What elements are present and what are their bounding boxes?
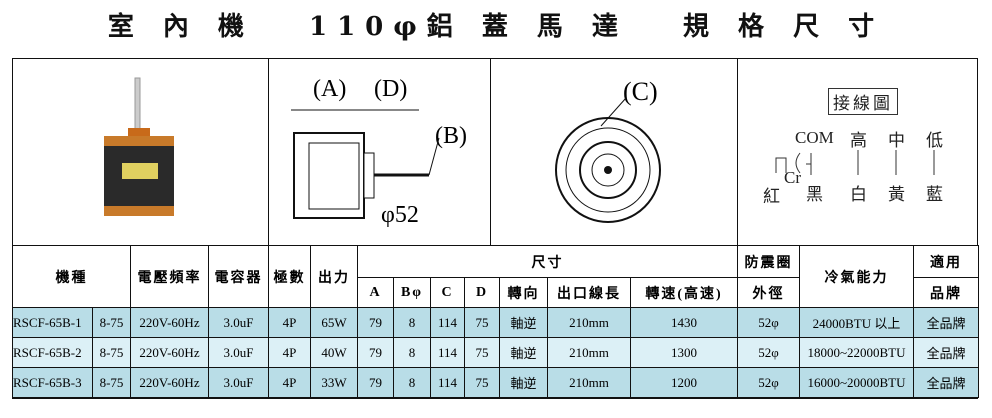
header-c: C [430,277,465,308]
header-brand-1: 適用 [913,245,979,278]
header-a: A [357,277,394,308]
label-shaft: φ52 [381,202,419,228]
cell-voltage: 220V-60Hz [130,367,209,398]
cell-lead: 210mm [547,367,631,398]
cell-c: 114 [430,367,465,398]
cell-d: 75 [464,307,500,338]
cell-speed: 1200 [630,367,738,398]
table-row: RSCF-65B-2 8-75 220V-60Hz 3.0uF 4P 40W 79 8 114 7… [12,337,979,368]
header-speed: 轉速(高速) [630,277,738,308]
low-label: 低 [926,131,943,150]
cell-output: 33W [310,367,358,398]
cr-label: Cr [784,168,801,187]
cell-code: 8-75 [92,337,131,368]
cell-a: 79 [357,307,394,338]
cell-cap: 3.0uF [208,307,269,338]
header-mount-1: 防震圈 [737,245,800,278]
cell-c: 114 [430,337,465,368]
dimension-drawing: (A) (D) (B) φ52 [268,58,490,245]
cell-d: 75 [464,367,500,398]
header-capacitor: 電容器 [208,245,269,308]
page-title: 室 內 機 110φ鋁 蓋 馬 達 規 格 尺 寸 [107,12,885,42]
cell-a: 79 [357,367,394,398]
table-row: RSCF-65B-1 8-75 220V-60Hz 3.0uF 4P 65W 79 8 114 7… [12,307,979,338]
cell-b: 8 [393,307,431,338]
header-size: 尺寸 [357,245,738,278]
header-mount-2: 外徑 [737,277,800,308]
cell-rotation: 軸逆 [499,367,548,398]
cell-mount: 52φ [737,337,800,368]
cell-code: 8-75 [92,307,131,338]
yellow-label: 黃 [888,185,905,204]
motor-photo [104,77,174,216]
blue-label: 藍 [926,185,943,204]
high-label: 高 [850,131,867,150]
cell-c: 114 [430,307,465,338]
cell-capacity: 24000BTU 以上 [799,307,914,338]
cell-voltage: 220V-60Hz [130,307,209,338]
cell-cap: 3.0uF [208,337,269,368]
spec-sheet-frame [12,58,978,399]
cell-cap: 3.0uF [208,367,269,398]
header-poles: 極數 [268,245,311,308]
white-label: 白 [850,185,867,204]
cell-b: 8 [393,337,431,368]
cell-code: 8-75 [92,367,131,398]
table-row: RSCF-65B-3 8-75 220V-60Hz 3.0uF 4P 33W 79 8 114 7… [12,367,979,398]
cell-rotation: 軸逆 [499,337,548,368]
wiring-title: 接線圖 [828,88,898,115]
header-model: 機種 [12,245,131,308]
cell-poles: 4P [268,307,311,338]
mid-label: 中 [888,131,905,150]
cell-mount: 52φ [737,367,800,398]
header-d: D [464,277,500,308]
cell-a: 79 [357,337,394,368]
header-output: 出力 [310,245,358,308]
wiring-diagram: 接線圖 COM 高 中 低 Cr 紅 黑 白 黃 藍 [737,58,978,245]
cell-rotation: 軸逆 [499,307,548,338]
cell-output: 65W [310,307,358,338]
header-brand-2: 品牌 [913,277,979,308]
cell-capacity: 16000~20000BTU [799,367,914,398]
black-label: 黑 [806,185,823,204]
label-c: (C) [623,77,658,106]
cell-poles: 4P [268,337,311,368]
cell-voltage: 220V-60Hz [130,337,209,368]
cell-d: 75 [464,337,500,368]
cell-poles: 4P [268,367,311,398]
cell-lead: 210mm [547,307,631,338]
header-lead: 出口線長 [547,277,631,308]
front-view-drawing: (C) [490,58,737,245]
cell-model: RSCF-65B-3 [12,367,93,398]
cell-b: 8 [393,367,431,398]
com-label: COM [795,128,834,147]
cell-brand: 全品牌 [913,307,979,338]
cell-brand: 全品牌 [913,367,979,398]
label-a: (A) [313,76,346,102]
cell-model: RSCF-65B-1 [12,307,93,338]
cell-mount: 52φ [737,307,800,338]
cell-output: 40W [310,337,358,368]
header-b: Bφ [393,277,431,308]
cell-brand: 全品牌 [913,337,979,368]
cell-model: RSCF-65B-2 [12,337,93,368]
spec-table: 機種 電壓頻率 電容器 極數 出力 尺寸 防震圈 冷氣能力 適用 A Bφ C … [12,245,979,398]
red-label: 紅 [763,187,780,206]
header-rotation: 轉向 [499,277,548,308]
cell-speed: 1430 [630,307,738,338]
label-b: (B) [435,123,467,149]
cell-lead: 210mm [547,337,631,368]
header-voltage: 電壓頻率 [130,245,209,308]
cell-capacity: 18000~22000BTU [799,337,914,368]
label-d: (D) [374,76,407,102]
cell-speed: 1300 [630,337,738,368]
header-capacity: 冷氣能力 [799,245,914,308]
